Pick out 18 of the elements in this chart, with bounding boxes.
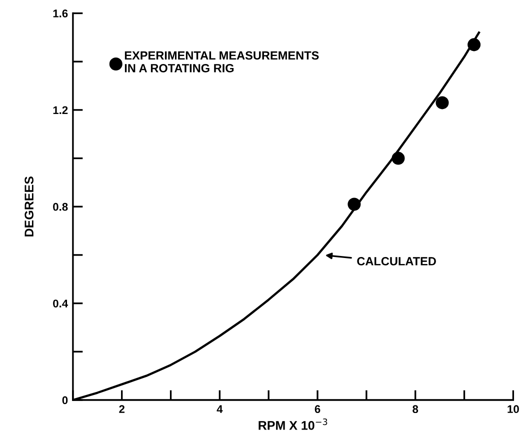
- y-axis-title: DEGREES: [24, 176, 34, 236]
- point: [348, 198, 361, 211]
- annotation: CALCULATED: [357, 257, 436, 266]
- y-tick-label: 0.8: [53, 202, 68, 211]
- y-tick-label: 1.2: [53, 106, 68, 114]
- x-tick-label: 4: [216, 405, 223, 413]
- legend-label: EXPERIMENTAL MEASUREMENTS IN A ROTATING RIG: [124, 51, 319, 72]
- point: [436, 96, 449, 110]
- y-tick-label: 0.4: [53, 300, 68, 308]
- x-tick-label: 6: [314, 405, 320, 414]
- point: [392, 152, 405, 165]
- y-tick-label: 1.6: [53, 10, 68, 18]
- x-tick-label: 8: [412, 405, 418, 414]
- x-axis-title: RPM X 10$^{−3}$: [258, 418, 328, 430]
- y-tick-label: 0: [62, 396, 68, 404]
- point: [468, 38, 481, 52]
- x-tick-label: 2: [119, 405, 124, 413]
- x-tick-label: 10: [508, 405, 519, 414]
